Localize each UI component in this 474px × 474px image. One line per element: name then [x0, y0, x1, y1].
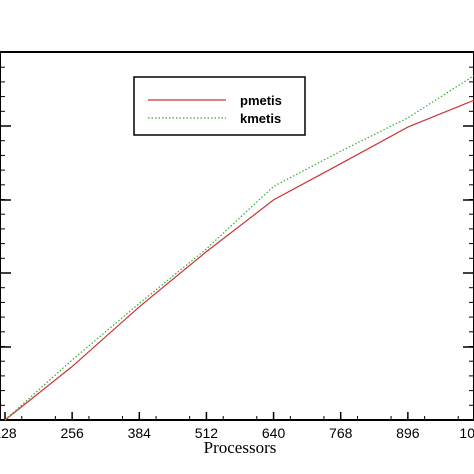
plot-frame: [0, 51, 474, 421]
axis-ticks: [0, 51, 474, 421]
legend-box: [133, 76, 306, 136]
x-tick-label: 512: [195, 425, 219, 441]
legend-label-pmetis: pmetis: [240, 93, 282, 108]
x-tick-label: 640: [262, 425, 286, 441]
x-tick-label: 128: [0, 425, 17, 441]
x-tick-label: 1024: [459, 425, 474, 441]
series-line-pmetis: [4, 99, 474, 421]
x-tick-label: 256: [60, 425, 84, 441]
series-line-kmetis: [4, 74, 474, 421]
legend-label-kmetis: kmetis: [240, 111, 281, 126]
series-lines: [4, 74, 474, 421]
x-tick-labels: 128 256 384 512 640 768 896 1024: [0, 425, 474, 441]
x-axis-title: Processors: [204, 438, 277, 457]
x-tick-label: 384: [128, 425, 152, 441]
x-tick-label: 768: [329, 425, 353, 441]
legend: pmetis kmetis: [133, 76, 306, 136]
x-tick-label: 896: [396, 425, 420, 441]
